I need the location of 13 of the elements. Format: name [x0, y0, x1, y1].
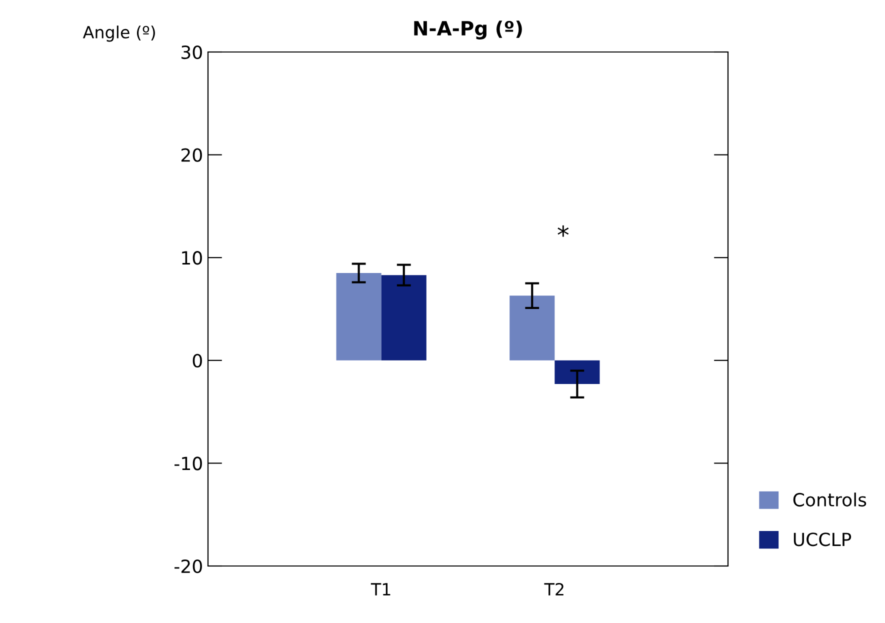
y-axis-title: Angle (º)	[82, 26, 155, 42]
y-tick-label: -10	[174, 456, 202, 470]
x-tick-label: T1	[370, 583, 390, 596]
legend-label: Controls	[793, 492, 866, 507]
x-tick-label: T2	[544, 582, 564, 596]
y-tick-label: 30	[182, 45, 202, 60]
chart-title: N-A-Pg (º)	[414, 20, 522, 40]
y-tick-label: 10	[182, 251, 202, 265]
y-tick-label: 0	[192, 354, 202, 368]
y-tick-label: 20	[181, 148, 202, 162]
y-tick-label: -20	[174, 559, 202, 574]
legend-label: UCCLP	[794, 532, 852, 546]
annotation: *	[558, 225, 569, 237]
